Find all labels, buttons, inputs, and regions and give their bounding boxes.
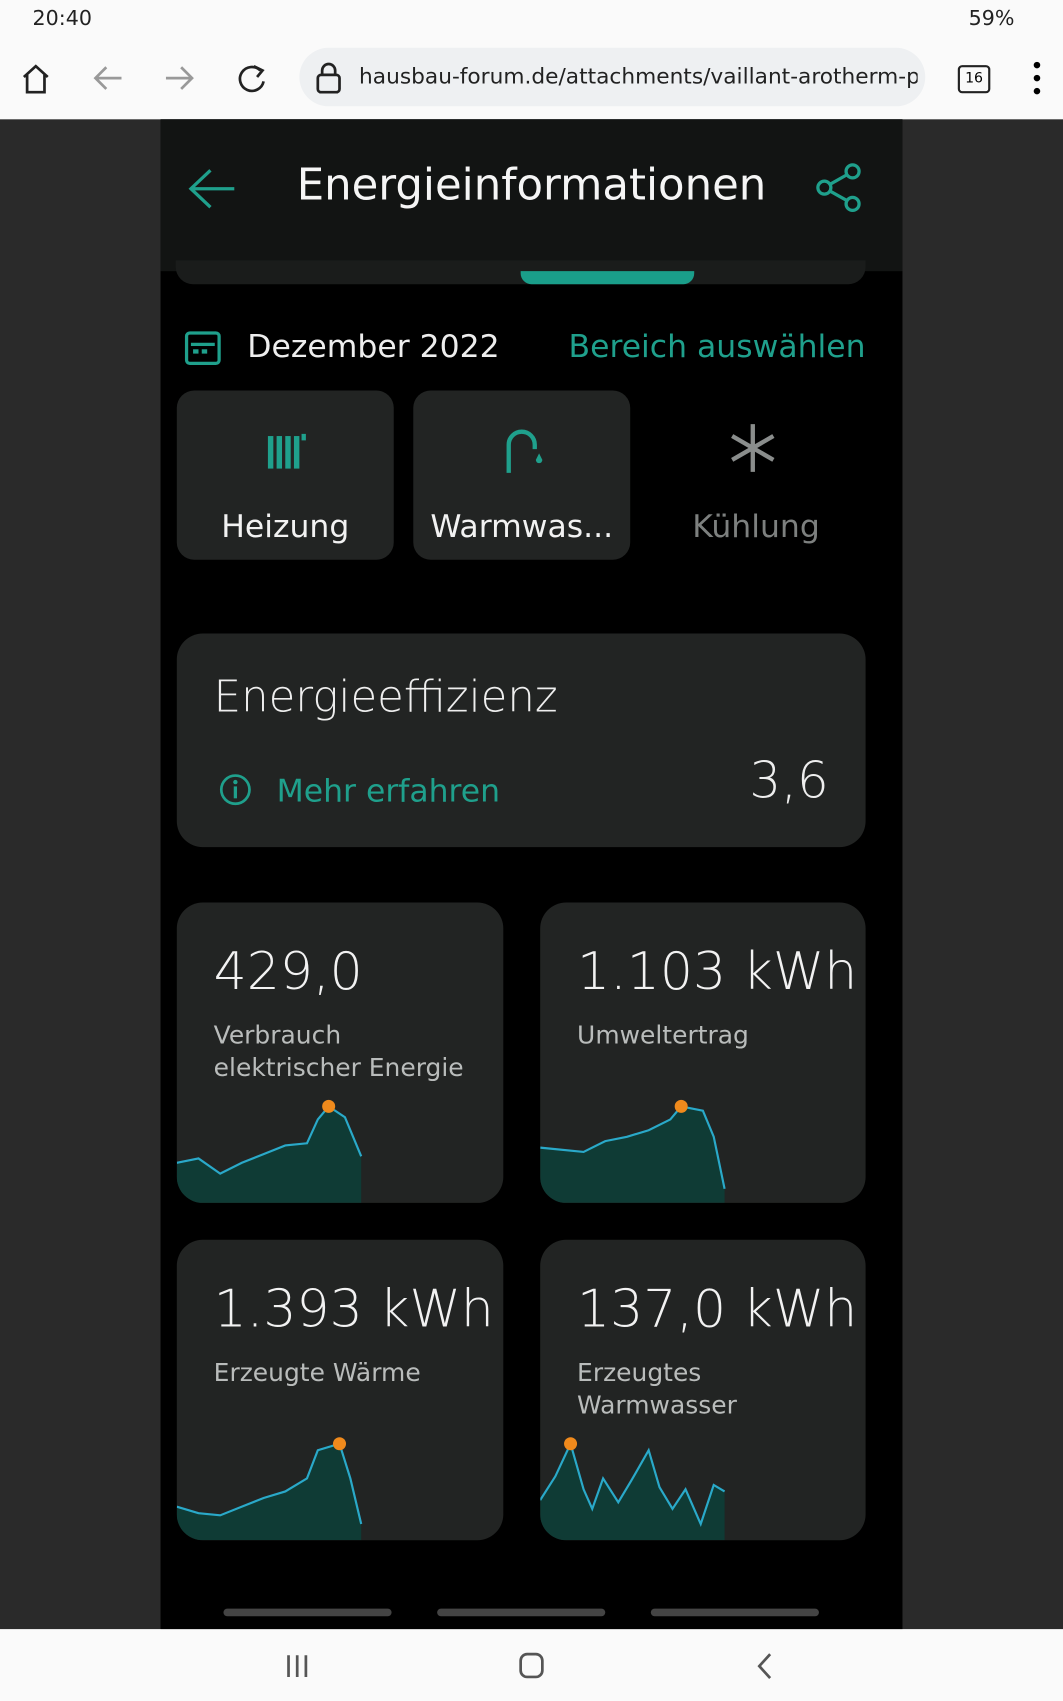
nav-icons[interactable] [20, 60, 280, 99]
tap-icon [506, 429, 543, 473]
back-button[interactable] [187, 167, 239, 210]
range-link[interactable]: Bereich auswählen [568, 327, 866, 365]
more-link[interactable]: Mehr erfahren [276, 772, 501, 810]
tab-warmwasser[interactable]: Warmwas... [413, 390, 631, 560]
segment-indicator [520, 271, 695, 285]
sparkline [540, 1099, 726, 1203]
lock-icon [316, 62, 341, 94]
sparkline [540, 1437, 726, 1541]
system-nav [0, 1629, 1063, 1701]
stat-card[interactable]: 1.103 kWh Umweltertrag [540, 902, 866, 1203]
nav-buttons[interactable] [284, 1651, 783, 1681]
stat-card[interactable]: 1.393 kWh Erzeugte Wärme [176, 1239, 504, 1541]
battery: 59% [968, 6, 1015, 31]
menu[interactable] [1030, 61, 1043, 96]
share-button[interactable] [816, 163, 864, 213]
snow-icon [731, 424, 775, 472]
stat-label: Umweltertrag [577, 1021, 749, 1050]
stat-card[interactable]: 137,0 kWh Erzeugtes Warmwasser [540, 1239, 866, 1541]
stat-value: 1.103 kWh [577, 941, 858, 1003]
efficiency-label: Energieeffizienz [213, 672, 558, 723]
stat-label: Verbrauch elektrischer Energie [213, 1021, 464, 1083]
stat-value: 137,0 kWh [577, 1278, 858, 1340]
info-icon [219, 774, 251, 806]
app-title: Energieinformationen [296, 160, 767, 211]
segment-bar [175, 260, 866, 285]
tab-label: Warmwas... [430, 507, 614, 545]
app-header: Energieinformationen [160, 119, 903, 272]
sparkline [176, 1437, 363, 1541]
tab-count[interactable]: 16 [957, 65, 991, 94]
browser-bar: 20:40 59% hausbau-forum.de/attachments/v… [0, 0, 1063, 120]
calendar-icon [184, 331, 221, 366]
clock: 20:40 [32, 6, 92, 31]
heating-icon [267, 433, 306, 469]
efficiency-card[interactable]: Energieeffizienz Mehr erfahren 3,6 [176, 633, 866, 848]
pager [223, 1608, 392, 1617]
url-bar[interactable]: hausbau-forum.de/attachments/vaillant-ar… [299, 47, 926, 107]
sparkline [176, 1099, 363, 1203]
efficiency-value: 3,6 [749, 750, 829, 810]
tab-heizung[interactable]: Heizung [176, 390, 394, 560]
tab-label: Kühlung [692, 507, 820, 545]
stat-value: 429,0 [213, 941, 363, 1003]
month: Dezember 2022 [247, 327, 500, 365]
stat-card[interactable]: 429,0 Verbrauch elektrischer Energie [176, 902, 504, 1203]
stat-value: 1.393 kWh [213, 1278, 494, 1340]
stat-label: Erzeugte Wärme [213, 1359, 421, 1388]
tab-label: Heizung [221, 507, 350, 545]
pager [437, 1608, 606, 1617]
tab-kuehlung[interactable]: Kühlung [648, 390, 865, 559]
stat-label: Erzeugtes Warmwasser [577, 1359, 737, 1420]
pager [650, 1608, 819, 1617]
url: hausbau-forum.de/attachments/vaillant-ar… [359, 62, 918, 89]
